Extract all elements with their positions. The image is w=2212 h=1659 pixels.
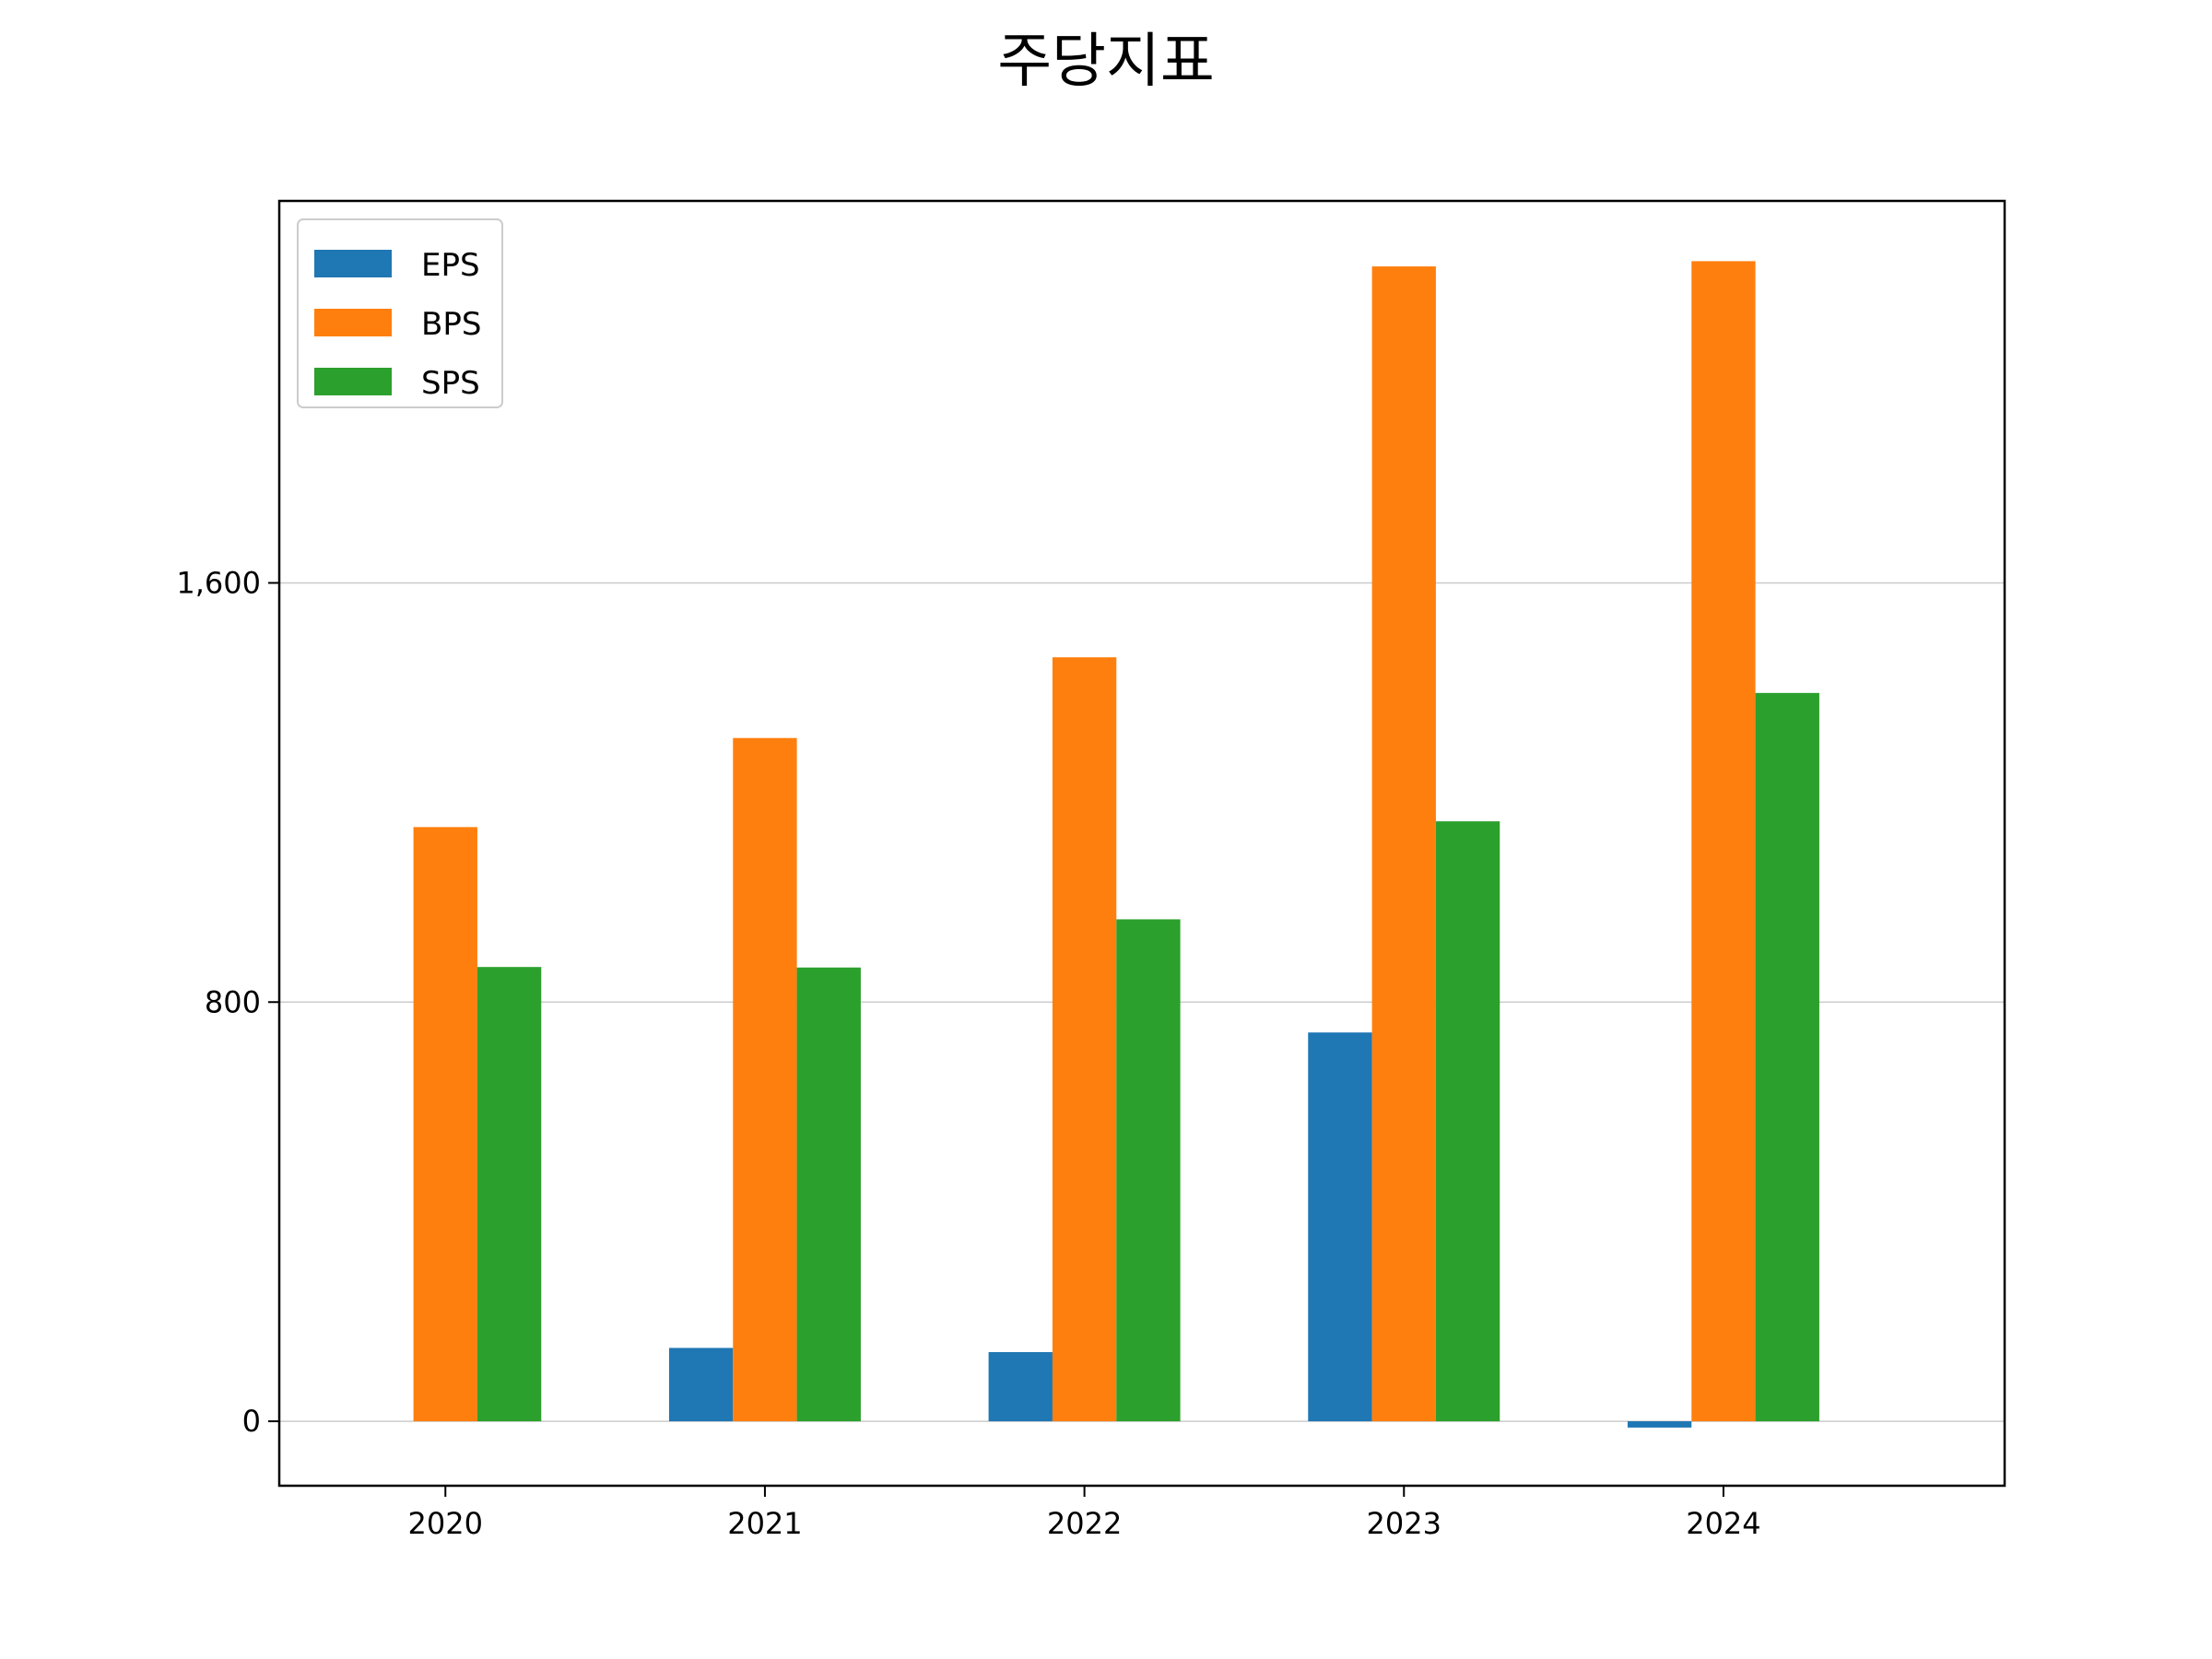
legend-label-sps: SPS — [421, 365, 480, 402]
bar-sps-2021 — [796, 967, 861, 1422]
bar-bps-2023 — [1371, 266, 1436, 1422]
bar-eps-2022 — [988, 1352, 1053, 1422]
bar-eps-2024 — [1627, 1421, 1692, 1428]
plot-frame — [277, 199, 2006, 1488]
x-tick-label: 2021 — [727, 1506, 802, 1541]
bars — [413, 261, 1819, 1428]
y-axis: 0 800 1,600 — [176, 565, 279, 1439]
x-tick-label: 2023 — [1367, 1506, 1441, 1541]
legend-swatch-eps — [314, 250, 392, 277]
bar-sps-2023 — [1435, 821, 1500, 1422]
chart-title: 주당지표 — [997, 28, 1215, 96]
legend-swatch-bps — [314, 309, 392, 336]
bar-sps-2024 — [1755, 692, 1819, 1422]
bar-sps-2020 — [477, 967, 542, 1422]
y-tick-label: 1,600 — [176, 565, 261, 600]
bar-bps-2022 — [1052, 657, 1117, 1422]
bar-sps-2022 — [1116, 919, 1181, 1422]
bar-bps-2024 — [1691, 261, 1756, 1422]
legend-swatch-sps — [314, 368, 392, 395]
legend: EPS BPS SPS — [297, 218, 503, 408]
bar-bps-2020 — [413, 827, 477, 1422]
x-tick-label: 2022 — [1047, 1506, 1122, 1541]
legend-label-bps: BPS — [421, 306, 481, 343]
y-tick-label: 800 — [205, 984, 261, 1019]
y-tick-label: 0 — [242, 1404, 261, 1439]
bar-eps-2023 — [1308, 1032, 1372, 1422]
x-tick-label: 2020 — [408, 1506, 483, 1541]
legend-label-eps: EPS — [421, 247, 480, 284]
x-tick-label: 2024 — [1686, 1506, 1760, 1541]
x-axis: 2020 2021 2022 2023 2024 — [408, 1486, 1761, 1541]
bar-bps-2021 — [733, 737, 797, 1422]
bar-eps-2021 — [668, 1347, 734, 1422]
